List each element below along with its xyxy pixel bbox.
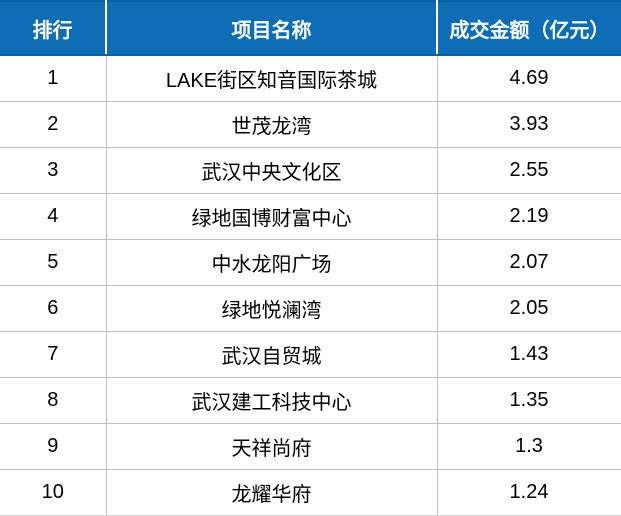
rank-cell: 3	[0, 147, 107, 194]
project-name-cell: LAKE街区知音国际茶城	[105, 54, 438, 102]
table-body: 1 LAKE街区知音国际茶城 4.69 2 世茂龙湾 3.93 3 武汉中央文化区 2.55 4 绿…	[0, 54, 621, 516]
amount-cell: 1.43	[436, 331, 621, 378]
table-row: 5 中水龙阳广场 2.07	[0, 239, 621, 286]
column-header-project-name: 项目名称	[106, 0, 438, 56]
table-row: 4 绿地国博财富中心 2.19	[0, 193, 621, 240]
project-name-cell: 武汉建工科技中心	[105, 377, 438, 424]
table-row: 6 绿地悦澜湾 2.05	[0, 285, 621, 332]
project-name-cell: 绿地悦澜湾	[105, 285, 438, 332]
amount-cell: 1.35	[436, 377, 621, 424]
amount-cell: 1.24	[436, 469, 621, 516]
amount-cell: 2.19	[436, 193, 621, 240]
amount-cell: 2.55	[436, 147, 621, 194]
project-name-cell: 武汉中央文化区	[105, 147, 438, 194]
rank-cell: 10	[0, 469, 107, 516]
rank-cell: 2	[0, 101, 107, 148]
project-name-cell: 绿地国博财富中心	[105, 193, 438, 240]
project-name-cell: 天祥尚府	[105, 423, 438, 470]
rank-cell: 4	[0, 193, 107, 240]
table-row: 1 LAKE街区知音国际茶城 4.69	[0, 54, 621, 102]
amount-cell: 1.3	[436, 423, 621, 470]
amount-cell: 3.93	[436, 101, 621, 148]
rank-cell: 7	[0, 331, 107, 378]
rank-cell: 1	[0, 54, 107, 102]
table-header-row: 排行 项目名称 成交金额（亿元）	[0, 0, 621, 56]
project-name-cell: 世茂龙湾	[105, 101, 438, 148]
amount-cell: 4.69	[436, 54, 621, 102]
project-name-cell: 中水龙阳广场	[105, 239, 438, 286]
amount-cell: 2.05	[436, 285, 621, 332]
column-header-transaction-amount: 成交金额（亿元）	[437, 0, 621, 56]
table-row: 2 世茂龙湾 3.93	[0, 101, 621, 148]
table-row: 10 龙耀华府 1.24	[0, 469, 621, 516]
rank-cell: 6	[0, 285, 107, 332]
rank-cell: 9	[0, 423, 107, 470]
table-row: 3 武汉中央文化区 2.55	[0, 147, 621, 194]
table-row: 7 武汉自贸城 1.43	[0, 331, 621, 378]
table-row: 8 武汉建工科技中心 1.35	[0, 377, 621, 424]
table-row: 9 天祥尚府 1.3	[0, 423, 621, 470]
rank-cell: 8	[0, 377, 107, 424]
project-name-cell: 龙耀华府	[105, 469, 438, 516]
project-name-cell: 武汉自贸城	[105, 331, 438, 378]
amount-cell: 2.07	[436, 239, 621, 286]
column-header-rank: 排行	[0, 0, 107, 56]
rank-cell: 5	[0, 239, 107, 286]
